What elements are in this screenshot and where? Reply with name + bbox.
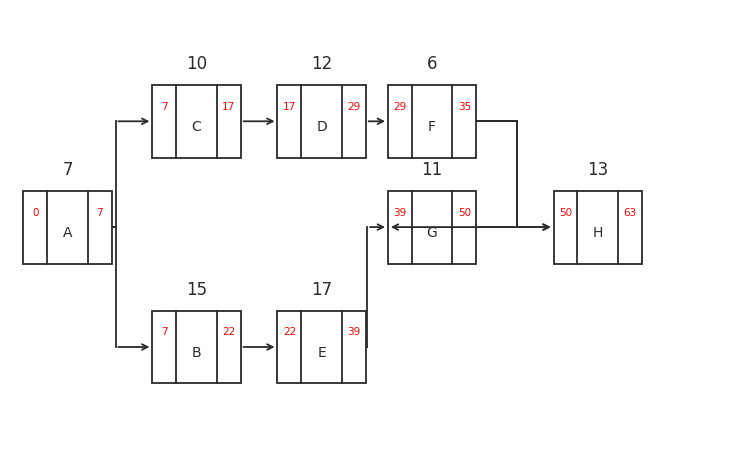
Bar	[388, 85, 476, 158]
Text: 50: 50	[457, 208, 471, 218]
Text: 22: 22	[283, 327, 296, 337]
Text: D: D	[316, 120, 327, 134]
Text: A: A	[63, 226, 72, 240]
Bar	[277, 311, 366, 384]
Bar	[388, 191, 476, 263]
Text: 17: 17	[311, 281, 333, 299]
Text: 35: 35	[457, 102, 471, 112]
Text: 7: 7	[161, 102, 168, 112]
Bar	[24, 191, 112, 263]
Text: 7: 7	[161, 327, 168, 337]
Text: C: C	[191, 120, 201, 134]
Text: 10: 10	[186, 55, 207, 73]
Text: G: G	[426, 226, 437, 240]
Bar	[152, 311, 241, 384]
Bar	[277, 85, 366, 158]
Text: 29: 29	[347, 102, 361, 112]
Text: E: E	[317, 346, 326, 360]
Text: 17: 17	[222, 102, 235, 112]
Text: 29: 29	[393, 102, 406, 112]
Text: 13: 13	[587, 161, 608, 179]
Text: F: F	[428, 120, 436, 134]
Text: 0: 0	[33, 208, 38, 218]
Text: 63: 63	[624, 208, 636, 218]
Text: 50: 50	[559, 208, 572, 218]
Text: 39: 39	[393, 208, 406, 218]
Text: 7: 7	[62, 161, 73, 179]
Text: 39: 39	[347, 327, 361, 337]
Text: 12: 12	[311, 55, 333, 73]
Bar	[152, 85, 241, 158]
Text: 11: 11	[421, 161, 443, 179]
Bar	[554, 191, 642, 263]
Text: 22: 22	[222, 327, 235, 337]
Text: 15: 15	[186, 281, 207, 299]
Text: 17: 17	[283, 102, 296, 112]
Text: B: B	[191, 346, 201, 360]
Text: H: H	[593, 226, 603, 240]
Text: 7: 7	[97, 208, 103, 218]
Text: 6: 6	[427, 55, 437, 73]
